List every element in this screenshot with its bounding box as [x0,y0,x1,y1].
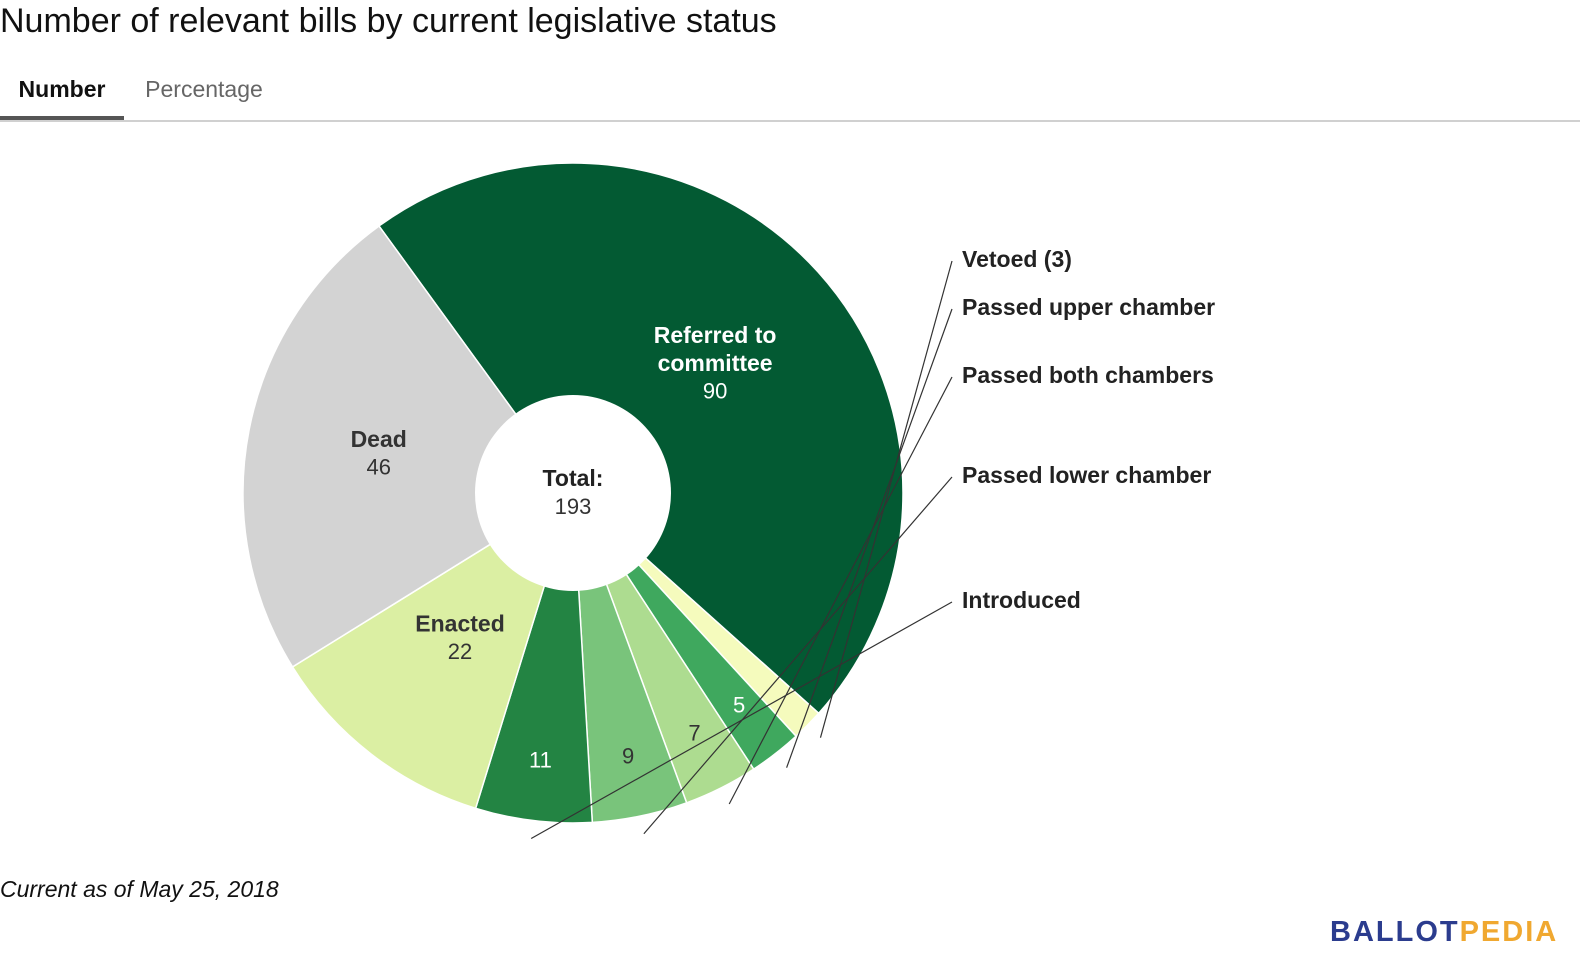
slice-value-3: 5 [733,692,745,717]
slice-title-1-2: committee [658,350,773,376]
ballotpedia-logo: BALLOTPEDIA [1330,916,1558,949]
connector-4 [728,376,953,805]
slice-title-7-1: Enacted [415,610,504,636]
slice-8[interactable] [242,224,575,668]
tab-percentage[interactable]: Percentage [145,76,263,102]
connectors-group [530,260,953,840]
view-tabs: Number Percentage [0,70,1580,122]
slice-value-5: 9 [622,744,634,769]
outside-label-6: Introduced [962,587,1081,613]
outside-label-3: Passed upper chamber [962,294,1215,320]
center-total-label: Total: [543,465,604,491]
outside-label-4: Passed both chambers [962,362,1214,388]
slice-value-4: 7 [688,721,700,746]
connector-3 [786,308,953,768]
outside-label-5: Passed lower chamber [962,462,1211,488]
slice-value-8: 46 [366,455,390,480]
connector-2 [819,260,953,738]
slice-title-1-1: Referred to [654,322,777,348]
slice-title-8-1: Dead [351,426,407,452]
footnote: Current as of May 25, 2018 [0,876,279,902]
connector-6 [530,601,953,840]
donut-hole [475,395,671,591]
slice-value-7: 22 [448,639,472,664]
slice-7[interactable] [291,491,575,810]
connector-5 [643,476,953,835]
slice-value-6: 11 [529,747,552,772]
tab-number[interactable]: Number [18,76,106,102]
tab-divider [0,120,1580,122]
chart-title: Number of relevant bills by current legi… [0,2,777,40]
outside-label-2: Vetoed (3) [962,246,1072,272]
active-tab-indicator [0,116,124,121]
logo-part-ballot: BALLOT [1330,916,1460,948]
slice-value-1: 90 [703,379,727,404]
center-total-value: 193 [555,494,592,519]
logo-part-pedia: PEDIA [1459,916,1559,948]
